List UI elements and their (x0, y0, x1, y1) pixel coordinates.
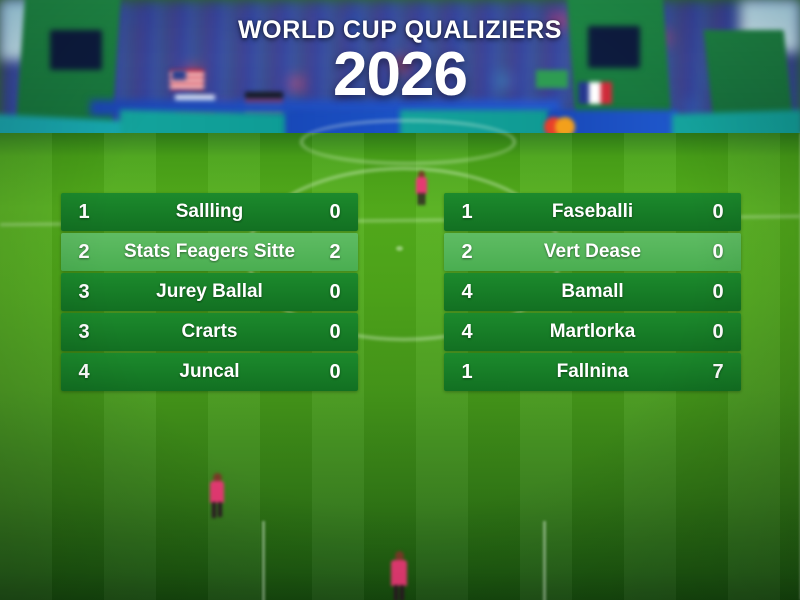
upper-penalty-arc (300, 119, 516, 165)
scoreboard-row[interactable]: 4 Bamall 0 (444, 273, 741, 311)
row-rank: 1 (461, 360, 473, 383)
scoreboard-row[interactable]: 3 Jurey Ballal 0 (61, 273, 358, 311)
scoreboard-row[interactable]: 1 Sallling 0 (61, 193, 358, 231)
row-score: 0 (712, 280, 724, 303)
row-rank: 1 (461, 200, 473, 223)
france-flag-icon (578, 82, 612, 104)
row-team-name: Faseballi (551, 201, 634, 222)
player-bottom (389, 551, 409, 600)
row-rank: 3 (78, 320, 90, 343)
row-score: 2 (329, 240, 341, 263)
row-team-name: Vert Dease (543, 241, 642, 262)
scoreboard-row[interactable]: 2 Vert Dease 0 (444, 233, 741, 271)
row-score: 0 (329, 360, 341, 383)
scoreboard-row[interactable]: 1 Faseballi 0 (444, 193, 741, 231)
row-score: 7 (712, 360, 724, 383)
scoreboard-row[interactable]: 4 Juncal 0 (61, 353, 358, 391)
row-team-name: Bamall (561, 281, 624, 302)
stadium-screen-left (50, 30, 102, 70)
row-rank: 4 (78, 360, 90, 383)
row-team-name: Sallling (175, 201, 244, 222)
row-score: 0 (329, 280, 341, 303)
scoreboard-row[interactable]: 1 Fallnina 7 (444, 353, 741, 391)
player-left (208, 473, 226, 519)
stadium-screen-right (588, 26, 640, 68)
row-score: 0 (712, 240, 724, 263)
row-team-name: Crarts (181, 321, 238, 342)
scoreboard-right: 1 Faseballi 0 2 Vert Dease 0 4 Bamall 0 4 Martlork… (444, 193, 741, 391)
row-score: 0 (712, 320, 724, 343)
scoreboard-row[interactable]: 4 Martlorka 0 (444, 313, 741, 351)
player-center (414, 171, 428, 207)
mastercard-logo-icon (544, 116, 584, 138)
green-flag-icon (536, 70, 568, 88)
center-spot (396, 246, 403, 251)
row-team-name: Stats Feagers Sitte (123, 241, 296, 262)
row-rank: 2 (461, 240, 473, 263)
row-rank: 4 (461, 280, 473, 303)
row-score: 0 (329, 320, 341, 343)
row-score: 0 (712, 200, 724, 223)
row-score: 0 (329, 200, 341, 223)
usa-flag-canton-icon (172, 70, 186, 80)
row-team-name: Fallnina (556, 361, 629, 382)
penalty-box (262, 521, 546, 600)
row-team-name: Martlorka (549, 321, 636, 342)
row-rank: 4 (461, 320, 473, 343)
row-rank: 2 (78, 240, 90, 263)
row-team-name: Juncal (179, 361, 240, 382)
scoreboard-left: 1 Sallling 0 2 Stats Feagers Sitte 2 3 Jurey Ba… (61, 193, 358, 391)
scoreboard-row[interactable]: 2 Stats Feagers Sitte 2 (61, 233, 358, 271)
scoreboard-row[interactable]: 3 Crarts 0 (61, 313, 358, 351)
row-rank: 3 (78, 280, 90, 303)
row-rank: 1 (78, 200, 90, 223)
row-team-name: Jurey Ballal (156, 281, 263, 302)
